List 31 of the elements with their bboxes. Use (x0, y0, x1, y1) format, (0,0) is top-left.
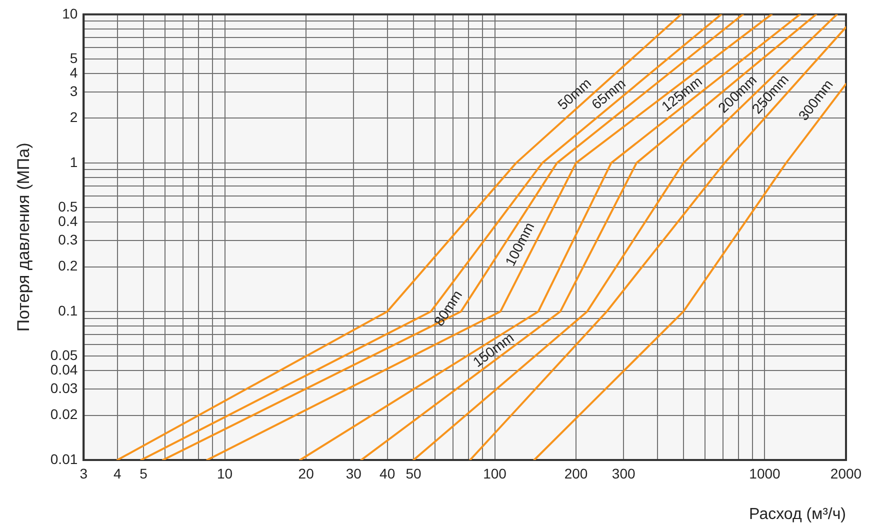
y-tick-label: 4 (70, 64, 78, 80)
y-tick-label: 1 (70, 154, 78, 170)
y-tick-label: 0.2 (58, 258, 78, 274)
y-tick-label: 2 (70, 109, 78, 126)
x-tick-label: 30 (346, 465, 362, 482)
y-tick-label: 0.3 (58, 231, 78, 248)
y-tick-label: 0.1 (58, 302, 78, 318)
x-tick-label: 100 (483, 465, 507, 482)
x-tick-label: 4 (113, 465, 122, 482)
x-tick-label: 20 (298, 465, 314, 482)
y-tick-label: 3 (70, 82, 78, 99)
y-tick-label: 0.05 (50, 347, 78, 364)
y-tick-label: 0.03 (50, 380, 78, 396)
y-axis-title: Потеря давления (МПа) (14, 142, 33, 332)
x-tick-label: 1000 (749, 465, 781, 482)
y-tick-label: 10 (62, 5, 78, 22)
x-tick-label: 200 (564, 465, 588, 482)
y-tick-label: 0.5 (58, 198, 78, 215)
y-tick-label: 0.04 (50, 361, 78, 378)
x-tick-label: 3 (80, 465, 88, 482)
x-tick-label: 300 (612, 465, 636, 482)
x-tick-label: 2000 (830, 465, 862, 482)
y-tick-label: 0.01 (50, 450, 78, 467)
x-tick-label: 10 (217, 465, 233, 482)
x-axis-title: Расход (м³/ч) (749, 506, 846, 523)
y-tick-label: 0.02 (50, 406, 78, 422)
x-tick-label: 40 (380, 465, 396, 482)
x-tick-label: 5 (140, 465, 148, 482)
x-tick-label: 50 (406, 465, 422, 482)
y-tick-label: 5 (70, 50, 78, 66)
y-tick-label: 0.4 (58, 212, 78, 229)
